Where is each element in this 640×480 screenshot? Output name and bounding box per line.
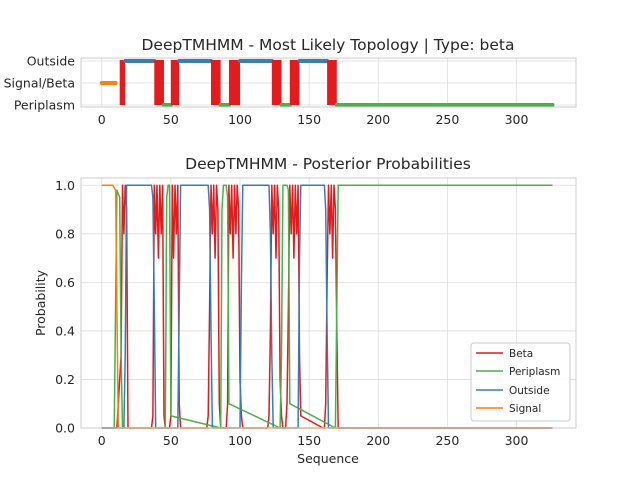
legend-label-beta: Beta [509, 348, 533, 360]
topology-segment-beta [210, 60, 221, 105]
posterior-x-tick-label: 50 [163, 433, 179, 448]
posterior-y-tick-label: 0.2 [55, 372, 75, 387]
topology-chart: DeepTMHMM - Most Likely Topology | Type:… [4, 36, 577, 127]
topology-segment-beta [154, 60, 164, 105]
posterior-y-tick-label: 1.0 [55, 178, 75, 193]
posterior-x-tick-label: 150 [297, 433, 321, 448]
posterior-x-tick-label: 250 [435, 433, 459, 448]
topology-x-tick-label: 0 [98, 112, 106, 127]
topology-segment-beta [289, 60, 300, 105]
posterior-y-tick-label: 0.4 [55, 323, 75, 338]
topology-x-tick-label: 200 [366, 112, 390, 127]
topology-marks [99, 59, 555, 107]
topology-x-tick-label: 250 [435, 112, 459, 127]
topology-segment-beta [327, 60, 337, 105]
posterior-x-axis-label: Sequence [297, 451, 359, 466]
legend-label-periplasm: Periplasm [509, 366, 560, 378]
posterior-x-tick-label: 300 [505, 433, 529, 448]
posterior-x-tick-label: 0 [98, 433, 106, 448]
posterior-chart-title: DeepTMHMM - Posterior Probabilities [185, 155, 471, 173]
topology-y-ticks: Periplasm Signal/Beta Outside [4, 54, 76, 113]
topology-y-tick-label: Signal/Beta [4, 76, 75, 91]
legend: Beta Periplasm Outside Signal [470, 342, 571, 422]
posterior-y-tick-label: 0.8 [55, 226, 75, 241]
topology-segment-beta [228, 60, 241, 105]
posterior-series-beta [101, 184, 553, 429]
legend-label-outside: Outside [509, 385, 550, 397]
posterior-x-tick-label: 200 [366, 433, 390, 448]
topology-y-tick-label: Periplasm [14, 98, 75, 113]
posterior-y-axis-label: Probability [33, 269, 48, 336]
posterior-chart: DeepTMHMM - Posterior Probabilities 0 50 1… [33, 155, 577, 466]
topology-x-tick-label: 150 [297, 112, 321, 127]
posterior-x-tick-label: 100 [228, 433, 252, 448]
topology-plot-frame [80, 57, 577, 108]
topology-segment-beta [170, 60, 180, 105]
topology-x-tick-label: 50 [163, 112, 179, 127]
legend-box [470, 342, 571, 422]
topology-x-tick-label: 100 [228, 112, 252, 127]
posterior-y-ticks: 0.0 0.2 0.4 0.6 0.8 1.0 [55, 178, 75, 436]
topology-x-ticks: 0 50 100 150 200 250 300 [98, 112, 529, 127]
topology-segment-beta [271, 60, 282, 105]
posterior-x-ticks: 0 50 100 150 200 250 300 [98, 433, 529, 448]
posterior-y-tick-label: 0.0 [55, 421, 75, 436]
posterior-series-periplasm [101, 184, 553, 429]
legend-label-signal: Signal [509, 403, 541, 415]
topology-y-tick-label: Outside [27, 54, 76, 69]
posterior-y-tick-label: 0.6 [55, 275, 75, 290]
topology-chart-title: DeepTMHMM - Most Likely Topology | Type:… [142, 36, 515, 54]
topology-x-tick-label: 300 [505, 112, 529, 127]
posterior-plot-frame [80, 177, 577, 429]
topology-segment-beta [119, 60, 126, 105]
